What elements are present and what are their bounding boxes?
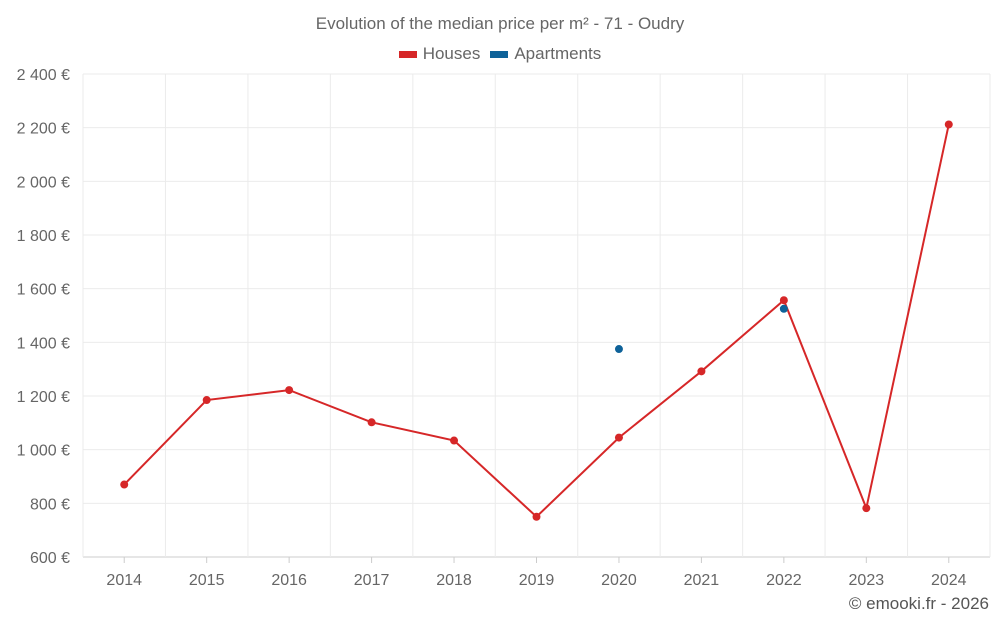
chart-title: Evolution of the median price per m² - 7… bbox=[315, 14, 685, 33]
data-point-apartments bbox=[614, 345, 623, 354]
x-tick-label: 2022 bbox=[766, 572, 802, 589]
y-tick-label: 800 € bbox=[30, 496, 70, 513]
data-point-houses bbox=[450, 436, 459, 445]
y-tick-label: 2 400 € bbox=[17, 67, 70, 84]
y-tick-label: 1 600 € bbox=[17, 282, 70, 299]
x-tick-label: 2018 bbox=[436, 572, 472, 589]
data-point-houses bbox=[285, 386, 294, 395]
y-tick-label: 1 000 € bbox=[17, 443, 70, 460]
x-tick-label: 2020 bbox=[601, 572, 637, 589]
y-tick-label: 600 € bbox=[30, 550, 70, 567]
data-point-apartments bbox=[779, 304, 788, 313]
x-tick-label: 2015 bbox=[189, 572, 225, 589]
data-point-houses bbox=[614, 433, 623, 442]
x-tick-label: 2019 bbox=[519, 572, 555, 589]
x-tick-label: 2014 bbox=[106, 572, 142, 589]
x-tick-label: 2021 bbox=[684, 572, 720, 589]
data-point-houses bbox=[532, 512, 541, 521]
legend-swatch-apartments bbox=[490, 50, 509, 58]
copyright-credit: © emooki.fr - 2026 bbox=[848, 594, 989, 613]
data-point-houses bbox=[944, 120, 953, 129]
legend-item-houses[interactable]: Houses bbox=[398, 44, 481, 64]
y-tick-label: 2 200 € bbox=[17, 121, 70, 138]
data-point-houses bbox=[120, 480, 129, 489]
data-point-houses bbox=[202, 396, 211, 405]
data-point-houses bbox=[862, 504, 871, 513]
x-tick-label: 2016 bbox=[271, 572, 307, 589]
legend-swatch-houses bbox=[398, 50, 417, 58]
x-tick-label: 2023 bbox=[849, 572, 885, 589]
data-point-houses bbox=[697, 367, 706, 376]
y-tick-label: 1 200 € bbox=[17, 389, 70, 406]
y-tick-label: 1 800 € bbox=[17, 228, 70, 245]
x-tick-label: 2017 bbox=[354, 572, 390, 589]
y-tick-label: 2 000 € bbox=[17, 174, 70, 191]
x-tick-label: 2024 bbox=[931, 572, 967, 589]
chart-legend: Houses Apartments bbox=[0, 44, 1000, 64]
legend-label-apartments: Apartments bbox=[514, 44, 602, 63]
data-point-houses bbox=[367, 418, 376, 427]
legend-item-apartments[interactable]: Apartments bbox=[490, 44, 601, 64]
legend-label-houses: Houses bbox=[422, 44, 481, 63]
y-tick-label: 1 400 € bbox=[17, 335, 70, 352]
data-point-houses bbox=[779, 296, 788, 305]
